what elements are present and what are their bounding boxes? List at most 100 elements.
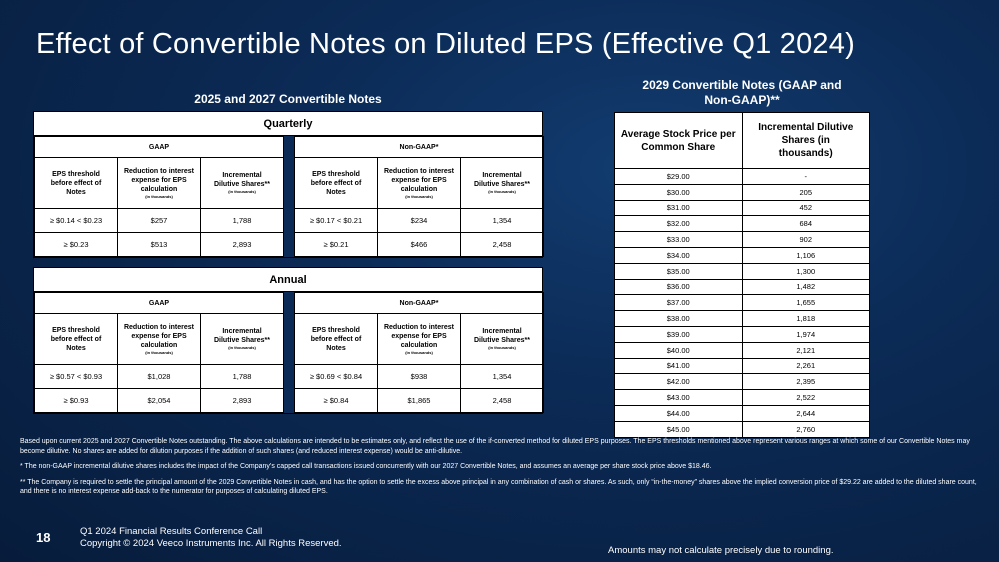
incremental-unit: (in thousands)	[228, 189, 256, 194]
threshold-cell: ≥ $0.17 < $0.21	[294, 208, 378, 233]
threshold-header-line: Notes	[326, 344, 346, 352]
table-row: $37.00 1,655	[614, 294, 870, 312]
price-cell: $30.00	[614, 183, 743, 201]
threshold-header: EPS threshold before effect of Notes	[294, 157, 378, 209]
right-section-title-line2: Non-GAAP)**	[704, 93, 780, 107]
incremental-unit: (in thousands)	[488, 189, 516, 194]
shares-cell: -	[741, 168, 870, 185]
incremental-header-line: Dilutive Shares**	[473, 181, 531, 188]
group-row: GAAP	[34, 292, 284, 314]
threshold-header-line: Notes	[66, 344, 86, 352]
reduction-cell: $513	[117, 232, 201, 257]
shares-cell: 1,818	[741, 310, 870, 327]
price-header-line1: Average Stock Price per	[620, 128, 736, 140]
column-header-row: EPS threshold before effect of Notes Reduct…	[34, 313, 284, 365]
reduction-unit: (in thousands)	[405, 193, 433, 199]
table-row: $44.00 2,644	[614, 404, 870, 422]
annual-panel: Annual GAAP EPS threshold before effect of…	[33, 267, 544, 414]
annual-gaap-half: GAAP EPS threshold before effect of Notes Re…	[34, 292, 284, 413]
threshold-header-line: EPS threshold	[312, 326, 360, 334]
threshold-header-line: before effect of	[50, 335, 102, 343]
nongaap-table: Non-GAAP* EPS threshold before effect of No…	[294, 136, 544, 257]
footnote-3: ** The Company is required to settle the…	[20, 478, 977, 496]
reduction-header-line: Reduction to interest	[383, 167, 454, 175]
shares-cell: 2,395	[741, 373, 870, 391]
price-header: Average Stock Price per Common Share	[614, 112, 743, 169]
price-cell: $42.00	[614, 373, 743, 391]
reduction-cell: $1,028	[117, 364, 201, 389]
table-row: ≥ $0.84 $1,865 2,458	[294, 388, 544, 413]
reduction-header-line: calculation	[140, 341, 178, 349]
threshold-cell: ≥ $0.93	[34, 388, 118, 413]
threshold-header: EPS threshold before effect of Notes	[34, 313, 118, 365]
incremental-header-line: Incremental	[222, 172, 262, 179]
reduction-unit: (in thousands)	[145, 349, 173, 355]
shares-cell: 1,106	[741, 246, 870, 264]
shares-cell: 2,893	[200, 388, 284, 413]
reduction-header-line: expense for EPS	[391, 176, 447, 184]
shares-cell: 1,300	[741, 262, 870, 280]
shares-cell: 684	[741, 215, 870, 233]
shares-cell: 1,354	[460, 208, 544, 233]
price-cell: $37.00	[614, 294, 743, 312]
price-cell: $33.00	[614, 231, 743, 248]
table-row: $31.00 452	[614, 199, 870, 217]
table-row: $34.00 1,106	[614, 246, 870, 264]
reduction-header-line: Reduction to interest	[123, 167, 194, 175]
column-header-row: EPS threshold before effect of Notes Reduct…	[34, 157, 284, 209]
incremental-header: Incremental Dilutive Shares** (in thousand…	[200, 157, 284, 209]
right-section-title-line1: 2029 Convertible Notes (GAAP and	[642, 78, 842, 92]
table-row: ≥ $0.17 < $0.21 $234 1,354	[294, 208, 544, 233]
threshold-header: EPS threshold before effect of Notes	[34, 157, 118, 209]
group-label: Non-GAAP*	[294, 136, 544, 158]
reduction-header-line: expense for EPS	[131, 332, 187, 340]
page-number: 18	[36, 530, 51, 545]
shares-cell: 2,893	[200, 232, 284, 257]
group-label: GAAP	[34, 136, 284, 158]
table-row: $41.00 2,261	[614, 357, 870, 375]
shares-cell: 2,261	[741, 357, 870, 375]
footnote-1: Based upon current 2025 and 2027 Convert…	[20, 438, 970, 455]
table-row: ≥ $0.21 $466 2,458	[294, 232, 544, 257]
table-row: ≥ $0.14 < $0.23 $257 1,788	[34, 208, 284, 233]
price-cell: $38.00	[614, 310, 743, 327]
table-row: $32.00 684	[614, 215, 870, 233]
incremental-header: Incremental Dilutive Shares** (in thousand…	[200, 313, 284, 365]
column-header-row: EPS threshold before effect of Notes Reduct…	[294, 157, 544, 209]
reduction-header-line: expense for EPS	[391, 332, 447, 340]
reduction-cell: $2,054	[117, 388, 201, 413]
shares-header: Incremental Dilutive Shares (in thousand…	[741, 112, 870, 169]
table-row: $40.00 2,121	[614, 341, 870, 359]
reduction-cell: $1,865	[377, 388, 461, 413]
price-header-line2: Common Share	[641, 141, 716, 153]
footer-copyright: Copyright © 2024 Veeco Instruments Inc. …	[80, 538, 342, 549]
shares-cell: 452	[741, 199, 870, 217]
threshold-cell: ≥ $0.23	[34, 232, 118, 257]
shares-cell: 1,788	[200, 364, 284, 389]
shares-header-line3: thousands)	[778, 148, 833, 159]
column-header-row: EPS threshold before effect of Notes Reduct…	[294, 313, 544, 365]
footer-text: Q1 2024 Financial Results Conference Cal…	[80, 526, 342, 550]
reduction-header-line: calculation	[400, 341, 438, 349]
incremental-header: Incremental Dilutive Shares** (in thousand…	[460, 157, 544, 209]
annual-nongaap-half: Non-GAAP* EPS threshold before effect of No…	[294, 292, 544, 413]
rounding-note: Amounts may not calculate precisely due …	[608, 545, 834, 556]
shares-cell: 1,788	[200, 208, 284, 233]
page-title: Effect of Convertible Notes on Diluted E…	[36, 28, 855, 60]
group-label: Non-GAAP*	[294, 292, 544, 314]
shares-cell: 2,644	[741, 404, 870, 422]
table-row: $30.00 205	[614, 183, 870, 201]
threshold-header-line: EPS threshold	[312, 170, 360, 178]
table-row: $38.00 1,818	[614, 310, 870, 327]
reduction-cell: $466	[377, 232, 461, 257]
threshold-cell: ≥ $0.14 < $0.23	[34, 208, 118, 233]
panel-gap	[284, 136, 294, 257]
threshold-header-line: Notes	[66, 188, 86, 196]
quarterly-gaap-half: GAAP EPS threshold before effect of Notes Re…	[34, 136, 284, 257]
incremental-header-line: Dilutive Shares**	[213, 181, 271, 188]
reduction-header-line: calculation	[400, 185, 438, 193]
shares-cell: 2,522	[741, 389, 870, 406]
incremental-unit: (in thousands)	[228, 345, 256, 350]
shares-cell: 205	[741, 183, 870, 201]
reduction-header: Reduction to interest expense for EPS calc…	[377, 157, 461, 209]
